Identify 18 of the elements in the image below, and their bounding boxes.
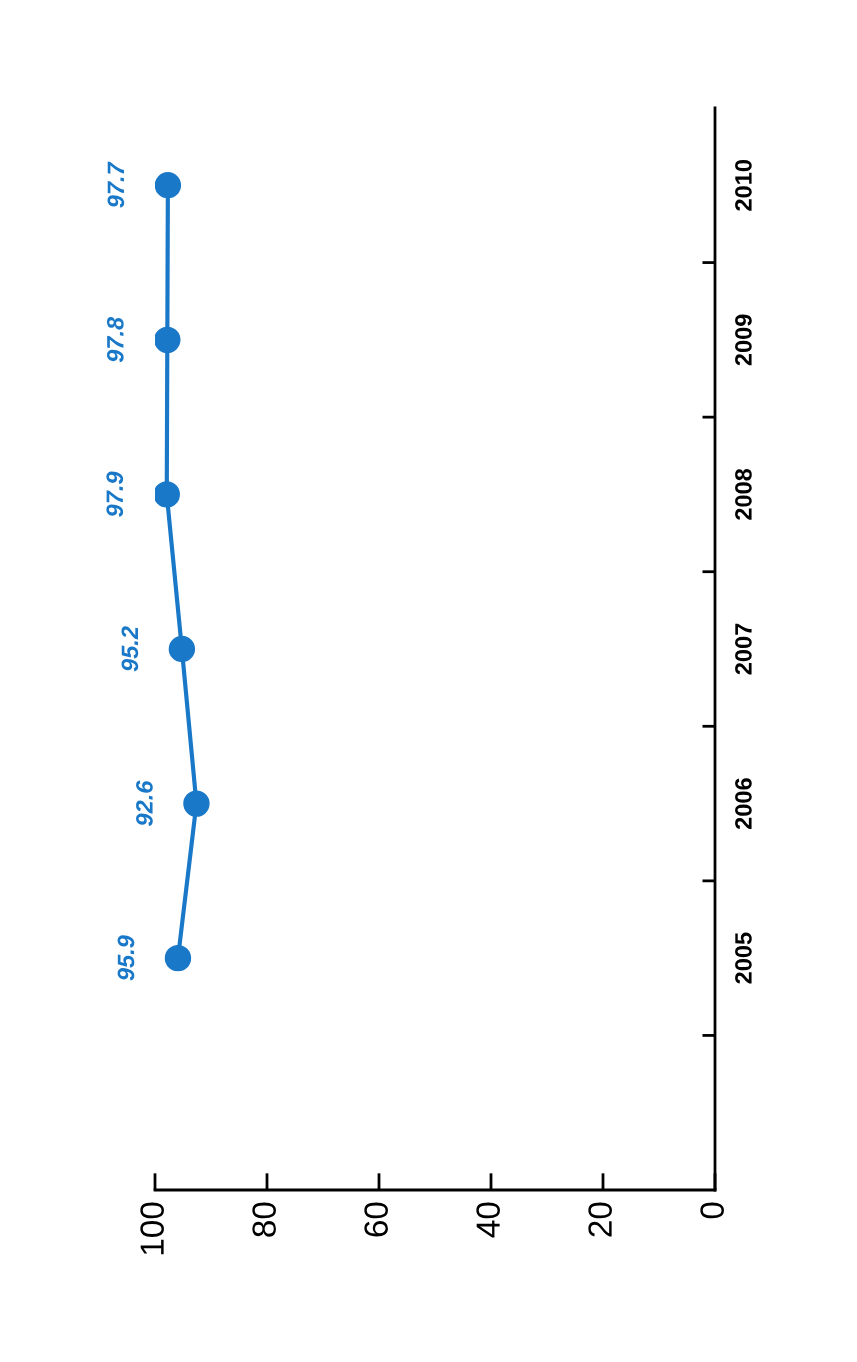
y-tick-label: 2008: [735, 468, 752, 520]
x-tick-label: 40: [476, 1202, 500, 1238]
annotation: 97.8: [106, 316, 124, 363]
y-tick-label: 2006: [735, 778, 752, 830]
y-tick-label: 2010: [735, 159, 752, 211]
x-tick-label: 80: [252, 1202, 276, 1237]
x-tick-label: 60: [364, 1202, 388, 1237]
annotation: 95.9: [117, 935, 135, 981]
x-tick-label: 20: [588, 1202, 612, 1237]
x-tick-label: 100: [140, 1202, 164, 1255]
annotation: 95.2: [121, 626, 139, 672]
y-tick-label: 2005: [735, 932, 752, 984]
y-tick-label: 2007: [735, 623, 752, 675]
y-tick-label: 2009: [735, 314, 752, 366]
annotation: 97.9: [106, 471, 124, 517]
annotation: 92.6: [136, 780, 153, 826]
annotation: 97.7: [107, 161, 125, 208]
x-tick-label: 0: [700, 1202, 724, 1219]
